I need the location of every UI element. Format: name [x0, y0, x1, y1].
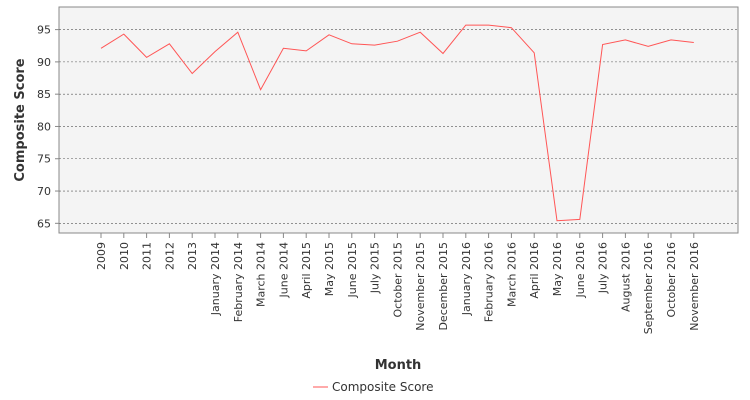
x-tick-label: January 2016 [460, 242, 473, 316]
x-tick-label: 2012 [163, 242, 176, 270]
legend-label: Composite Score [332, 380, 433, 394]
y-tick-label: 80 [37, 120, 51, 133]
y-axis-title: Composite Score [13, 58, 28, 181]
x-axis-title: Month [375, 358, 422, 373]
x-tick-label: July 2016 [597, 242, 610, 294]
x-tick-label: October 2016 [665, 242, 678, 318]
x-tick-label: April 2016 [528, 242, 541, 299]
x-tick-label: June 2016 [574, 242, 587, 298]
x-axis: 2009 2010 2011 2012 2013 January 2014 February… [95, 233, 701, 334]
y-tick-label: 95 [37, 24, 51, 37]
y-tick-label: 85 [37, 88, 51, 101]
x-tick-label: April 2015 [300, 242, 313, 299]
legend: Composite Score [313, 380, 433, 394]
x-tick-label: March 2016 [505, 242, 518, 307]
x-tick-label: November 2016 [688, 242, 701, 331]
series-line [100, 24, 694, 222]
x-tick-label: August 2016 [619, 242, 632, 312]
x-tick-label: January 2014 [209, 242, 222, 316]
x-tick-label: 2013 [186, 242, 199, 270]
x-tick-label: 2010 [118, 242, 131, 270]
plot-area [58, 6, 739, 234]
x-tick-label: March 2014 [255, 242, 268, 307]
x-tick-label: November 2015 [414, 242, 427, 331]
x-tick-label: May 2016 [551, 242, 564, 296]
y-tick-label: 75 [37, 153, 51, 166]
x-tick-label: October 2015 [391, 242, 404, 318]
y-tick-label: 65 [37, 217, 51, 230]
x-tick-label: May 2015 [323, 242, 336, 296]
y-tick-label: 70 [37, 185, 51, 198]
x-tick-label: December 2015 [437, 242, 450, 331]
x-tick-label: February 2014 [232, 242, 245, 322]
series-layer [100, 24, 694, 222]
x-tick-label: 2009 [95, 242, 108, 270]
x-tick-label: 2011 [141, 242, 154, 270]
x-tick-label: July 2015 [369, 242, 382, 294]
x-tick-label: June 2014 [277, 242, 290, 298]
x-tick-label: June 2015 [346, 242, 359, 298]
grid-lines [59, 29, 738, 224]
y-axis: 65 70 75 80 85 90 95 [37, 24, 59, 230]
x-tick-label: February 2016 [483, 242, 496, 322]
x-tick-label: September 2016 [642, 242, 655, 334]
y-tick-label: 90 [37, 56, 51, 69]
